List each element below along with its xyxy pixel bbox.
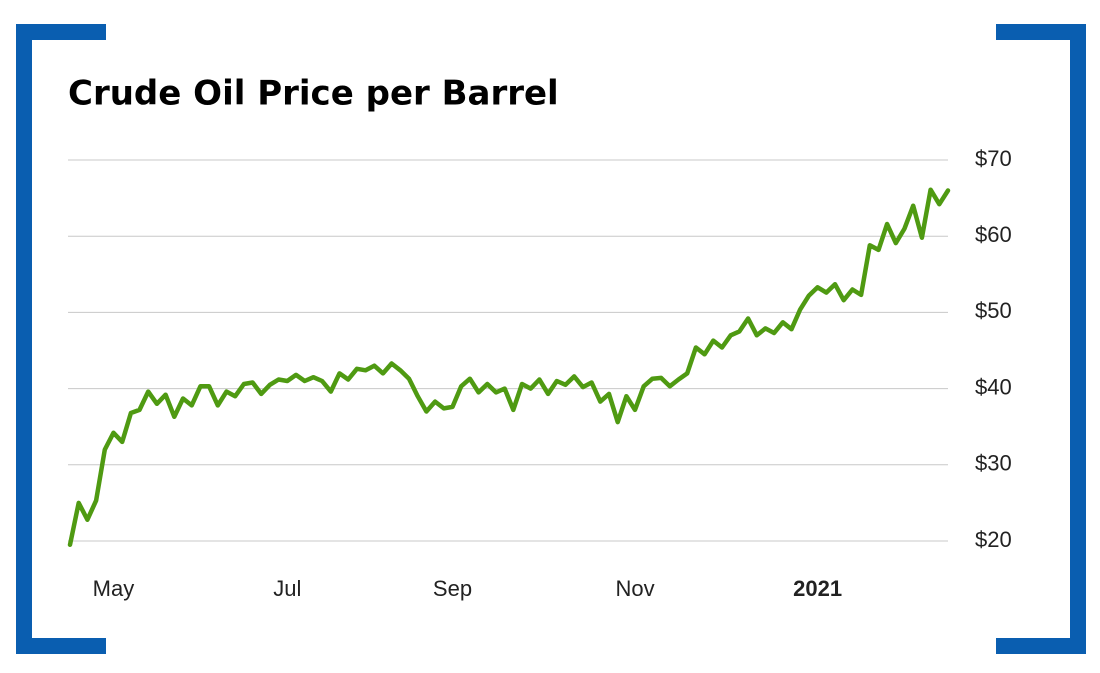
x-tick-label: 2021 [793, 576, 842, 601]
frame [16, 24, 1086, 654]
y-tick-label: $20 [975, 527, 1012, 552]
y-tick-label: $60 [975, 222, 1012, 247]
y-tick-label: $70 [975, 146, 1012, 171]
price-line [67, 187, 951, 548]
x-tick-label: May [93, 576, 135, 601]
x-tick-label: Jul [273, 576, 301, 601]
x-tick-label: Nov [615, 576, 654, 601]
y-tick-label: $40 [975, 374, 1012, 399]
y-tick-label: $50 [975, 298, 1012, 323]
x-tick-label: Sep [433, 576, 472, 601]
y-tick-label: $30 [975, 451, 1012, 476]
chart-title: Crude Oil Price per Barrel [68, 74, 559, 114]
